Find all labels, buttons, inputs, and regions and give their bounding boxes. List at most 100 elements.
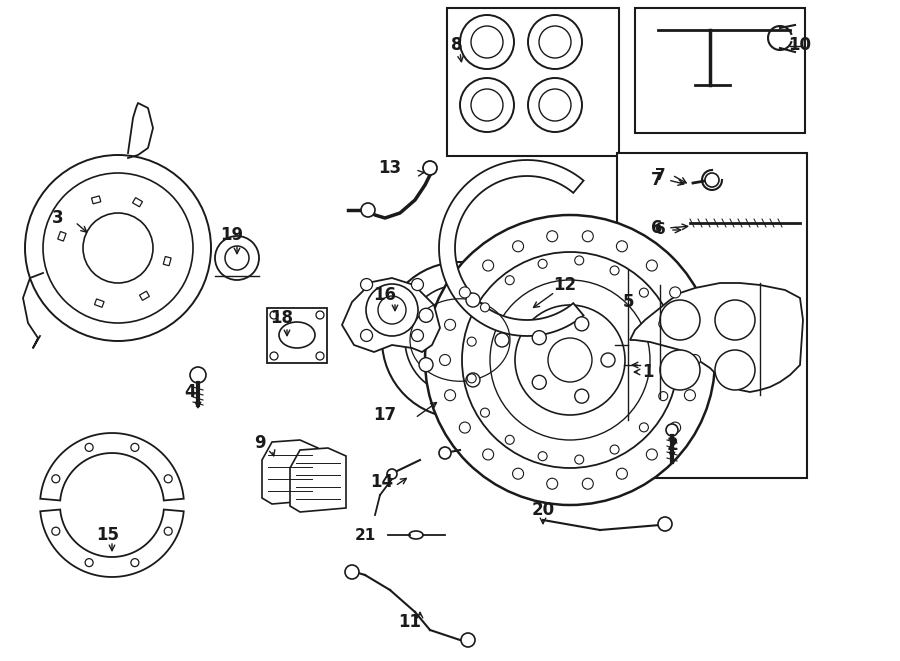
Circle shape xyxy=(575,317,589,331)
Bar xyxy=(617,153,807,478)
Bar xyxy=(92,196,101,204)
Circle shape xyxy=(513,468,524,479)
Circle shape xyxy=(130,559,139,566)
Circle shape xyxy=(528,78,582,132)
Circle shape xyxy=(190,367,206,383)
Text: 7: 7 xyxy=(654,167,665,182)
Bar xyxy=(163,256,171,266)
Circle shape xyxy=(481,303,490,312)
Circle shape xyxy=(548,338,592,382)
Circle shape xyxy=(419,358,433,371)
Text: 2: 2 xyxy=(666,436,678,454)
Circle shape xyxy=(459,422,471,433)
Circle shape xyxy=(532,375,546,389)
Circle shape xyxy=(460,78,514,132)
Circle shape xyxy=(316,352,324,360)
Circle shape xyxy=(86,444,93,451)
Text: 10: 10 xyxy=(788,36,812,54)
Text: 14: 14 xyxy=(371,473,393,491)
Circle shape xyxy=(515,305,625,415)
Circle shape xyxy=(52,527,59,535)
Circle shape xyxy=(610,266,619,275)
Circle shape xyxy=(582,231,593,242)
Circle shape xyxy=(689,354,700,366)
Text: 16: 16 xyxy=(374,286,397,304)
Circle shape xyxy=(715,300,755,340)
Circle shape xyxy=(471,89,503,121)
Circle shape xyxy=(460,15,514,69)
Text: 18: 18 xyxy=(271,309,293,327)
Polygon shape xyxy=(40,433,184,500)
Polygon shape xyxy=(439,160,583,336)
Circle shape xyxy=(164,475,172,483)
Circle shape xyxy=(459,287,471,298)
Circle shape xyxy=(684,319,696,330)
Circle shape xyxy=(575,455,584,464)
Circle shape xyxy=(546,231,558,242)
Circle shape xyxy=(601,353,615,367)
Circle shape xyxy=(482,260,493,271)
Circle shape xyxy=(405,285,515,395)
Circle shape xyxy=(382,262,538,418)
Circle shape xyxy=(466,373,480,387)
Bar xyxy=(140,291,149,300)
Text: 12: 12 xyxy=(554,276,577,294)
Bar xyxy=(635,8,805,133)
Circle shape xyxy=(366,284,418,336)
Polygon shape xyxy=(262,440,318,504)
Text: 5: 5 xyxy=(622,293,634,311)
Circle shape xyxy=(215,236,259,280)
Circle shape xyxy=(471,26,503,58)
Circle shape xyxy=(270,352,278,360)
Text: 19: 19 xyxy=(220,226,244,244)
Text: 17: 17 xyxy=(374,406,397,424)
Polygon shape xyxy=(630,283,803,392)
Bar xyxy=(132,198,142,207)
Circle shape xyxy=(467,374,476,383)
Circle shape xyxy=(467,337,476,346)
Circle shape xyxy=(715,350,755,390)
Circle shape xyxy=(461,633,475,647)
Circle shape xyxy=(466,293,480,307)
Circle shape xyxy=(665,356,674,364)
Bar xyxy=(447,8,619,156)
Text: 7: 7 xyxy=(652,171,662,189)
Bar xyxy=(58,231,66,241)
Circle shape xyxy=(659,391,668,401)
Circle shape xyxy=(442,322,478,358)
Text: 3: 3 xyxy=(52,209,64,227)
Circle shape xyxy=(52,475,59,483)
Circle shape xyxy=(660,300,700,340)
Circle shape xyxy=(616,241,627,252)
Text: 11: 11 xyxy=(399,613,421,631)
Circle shape xyxy=(646,449,657,460)
Polygon shape xyxy=(342,278,440,352)
Circle shape xyxy=(378,296,406,324)
Circle shape xyxy=(482,449,493,460)
Circle shape xyxy=(361,329,373,342)
Circle shape xyxy=(658,517,672,531)
Polygon shape xyxy=(290,448,346,512)
Text: 9: 9 xyxy=(254,434,266,452)
Bar xyxy=(94,299,104,307)
Text: 21: 21 xyxy=(355,527,375,543)
Bar xyxy=(267,308,327,363)
Circle shape xyxy=(130,444,139,451)
Text: 6: 6 xyxy=(654,223,665,237)
Circle shape xyxy=(639,423,648,432)
Circle shape xyxy=(481,408,490,417)
Text: 4: 4 xyxy=(184,383,196,401)
Text: 13: 13 xyxy=(378,159,401,177)
Circle shape xyxy=(513,241,524,252)
Text: 8: 8 xyxy=(451,36,463,54)
Circle shape xyxy=(423,161,437,175)
Circle shape xyxy=(316,311,324,319)
Text: 15: 15 xyxy=(96,526,120,544)
Circle shape xyxy=(660,350,700,390)
Circle shape xyxy=(646,260,657,271)
Circle shape xyxy=(670,287,680,298)
Circle shape xyxy=(345,565,359,579)
Circle shape xyxy=(538,259,547,268)
Circle shape xyxy=(582,478,593,489)
Circle shape xyxy=(270,311,278,319)
